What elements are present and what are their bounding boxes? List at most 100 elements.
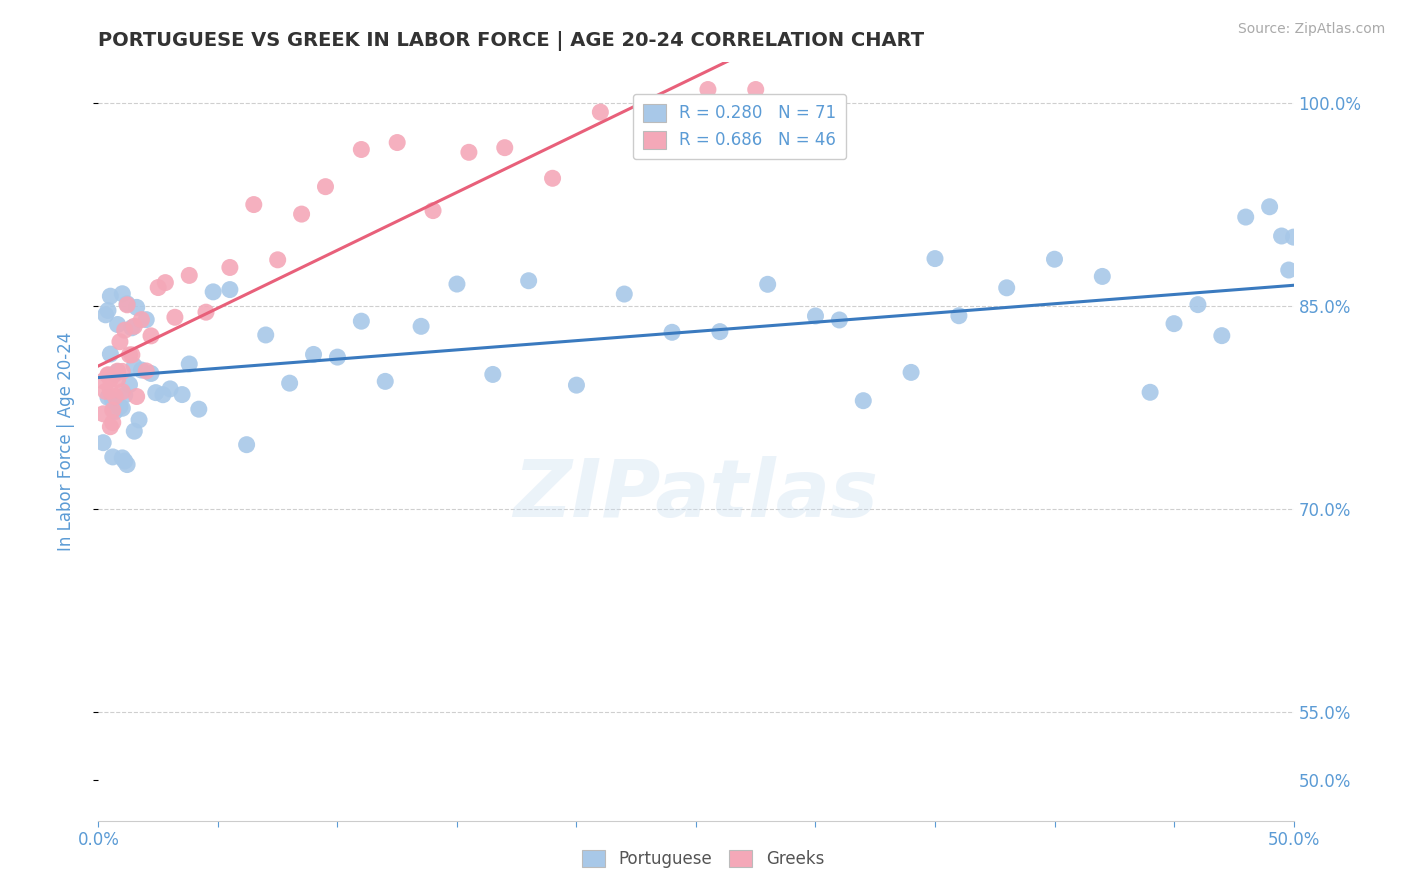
Point [924,252,946,266]
Point [111,450,134,465]
Point [235,438,257,452]
Point [111,401,134,416]
Point [804,309,827,323]
Point [104,367,127,381]
Point [124,359,146,373]
Point [541,171,564,186]
Point [121,348,143,362]
Point [97,391,120,405]
Point [267,252,290,267]
Point [159,382,181,396]
Point [114,454,136,468]
Point [517,274,540,288]
Point [97,368,120,383]
Point [195,305,218,319]
Point [98,419,122,434]
Point [494,141,516,155]
Point [115,458,138,472]
Point [1271,229,1294,244]
Point [145,385,167,400]
Point [1043,252,1066,267]
Point [374,375,396,389]
Point [128,413,150,427]
Point [350,143,373,157]
Point [114,323,136,337]
Point [91,435,114,450]
Point [172,387,194,401]
Legend: R = 0.280   N = 71, R = 0.686   N = 46: R = 0.280 N = 71, R = 0.686 N = 46 [633,94,846,159]
Point [115,297,138,311]
Point [661,326,683,340]
Point [163,310,186,325]
Point [243,197,266,211]
Point [108,400,131,414]
Point [637,98,659,112]
Point [125,390,148,404]
Point [97,303,120,318]
Point [302,347,325,361]
Point [135,364,157,378]
Point [91,374,114,388]
Point [179,268,201,283]
Point [1211,328,1233,343]
Point [385,136,409,150]
Point [900,365,922,379]
Point [697,82,720,96]
Point [108,334,131,349]
Point [107,318,129,332]
Text: PORTUGUESE VS GREEK IN LABOR FORCE | AGE 20-24 CORRELATION CHART: PORTUGUESE VS GREEK IN LABOR FORCE | AGE… [98,30,925,51]
Point [202,285,225,299]
Point [315,179,337,194]
Point [995,281,1018,295]
Point [118,348,141,362]
Legend: Portuguese, Greeks: Portuguese, Greeks [575,843,831,875]
Point [828,313,851,327]
Point [104,390,127,404]
Point [101,450,124,464]
Point [278,376,301,391]
Point [481,368,505,382]
Point [101,393,124,408]
Point [219,260,242,275]
Text: ZIPatlas: ZIPatlas [513,456,879,533]
Point [98,384,122,398]
Point [1091,269,1114,284]
Point [422,203,444,218]
Point [745,82,768,96]
Point [589,105,612,120]
Point [97,368,120,382]
Point [613,287,636,301]
Point [1278,263,1301,277]
Point [411,319,433,334]
Point [291,207,314,221]
Point [111,364,134,378]
Point [948,309,970,323]
Point [446,277,468,291]
Point [125,301,148,315]
Text: Source: ZipAtlas.com: Source: ZipAtlas.com [1237,22,1385,37]
Point [326,350,349,364]
Point [187,402,209,417]
Point [155,276,177,290]
Point [98,372,122,386]
Point [219,283,242,297]
Point [350,314,373,328]
Point [94,308,117,322]
Point [458,145,481,160]
Point [124,424,146,438]
Point [107,364,129,378]
Point [98,289,122,303]
Point [804,136,827,151]
Point [121,320,143,334]
Point [131,363,153,377]
Point [135,312,157,326]
Point [101,416,124,430]
Point [152,388,174,402]
Point [139,329,162,343]
Point [115,298,138,312]
Point [1282,230,1305,244]
Point [709,325,731,339]
Point [1258,200,1281,214]
Point [118,377,141,392]
Point [101,403,124,417]
